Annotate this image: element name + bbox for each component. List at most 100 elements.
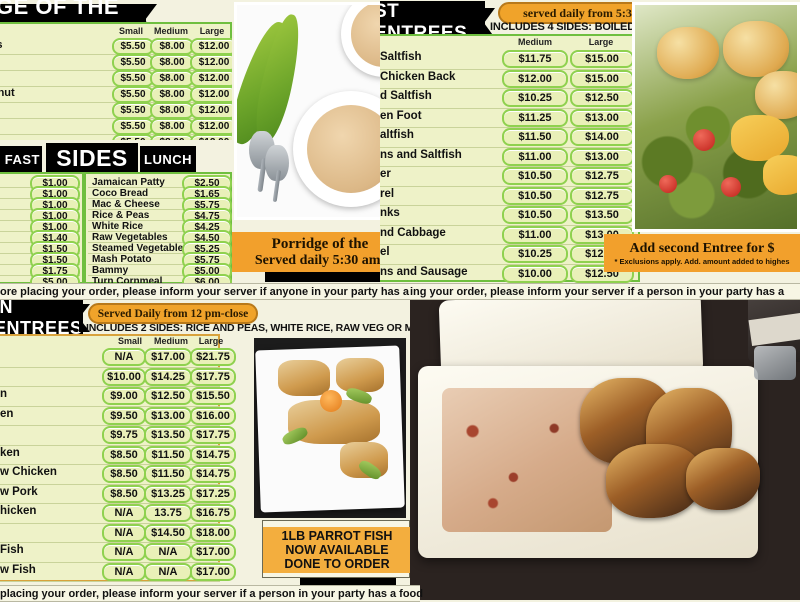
menu-item-name: Turn Cornmeal [92,276,163,287]
price-chip: $5.50 [112,70,154,87]
porridge-col-medium: Medium [153,26,188,36]
price-chip: $16.75 [190,504,236,522]
menu-row: w Fish N/A N/A $17.00 [0,562,236,582]
menu-row: Peanut $5.50$8.00$12.00 [0,86,232,103]
price-chip: $11.25 [502,108,568,127]
porridge-banner-shadow [265,272,385,282]
menu-item-name: Jamaican Patty [92,177,165,188]
price-chip: 13.75 [144,504,192,522]
menu-item-name: el [380,246,390,258]
price-chip: $10.50 [502,186,568,205]
main-col-large: Large [198,336,224,346]
porridge-of-the-day-banner: Porridge of the Served daily 5:30 am- [232,232,408,272]
price-chip: $11.50 [144,445,192,464]
price-chip: $13.50 [144,426,192,444]
price-chip: $8.00 [150,54,194,71]
porridge-col-small: Small [118,26,143,36]
menu-row: altfish $11.50 $14.00 [380,127,638,148]
menu-row: $5.50$8.00$12.00 [0,118,232,135]
price-chip: N/A [102,562,146,581]
menu-item-name: w Fish [0,563,36,576]
porridge-col-large: Large [199,26,225,36]
steamed-fish-plate-photo [254,338,406,518]
fried-dumpling-shape-3 [755,71,797,119]
price-chip: $12.75 [570,186,634,205]
price-chip: $11.75 [502,50,568,68]
main-col-small: Small [117,336,142,346]
breakfast-col-medium: Medium [517,37,552,47]
sides-lunch-rows: Jamaican Patty $2.50 Coco Bread $1.65 Mac & … [88,175,232,290]
price-chip: $13.00 [144,406,192,425]
menu-row: Chicken Back $12.00 $15.00 [380,69,638,89]
sides-lunch-label: LUNCH [144,151,192,167]
menu-item-name: Peanut [0,87,15,99]
porridge-of-the-day-section: GE OF THE DAY Small Medium Large Oats$5.… [0,0,232,148]
price-chip: $12.00 [190,118,232,135]
menu-row: w Chicken $8.50 $11.50 $14.75 [0,464,236,485]
breakfast-entree-rows: Saltfish $11.75 $15.00 Chicken Back $12.00 $1… [380,49,638,284]
price-chip: $10.00 [502,264,568,283]
porridge-photo [234,2,400,220]
fork-shape [754,346,796,380]
menu-item-name: ns and Saltfish [380,148,462,161]
price-chip: $13.00 [570,147,634,166]
price-chip: $10.00 [102,367,146,386]
menu-item-name: nd Cabbage [380,226,446,239]
menu-row: $5.50$8.00$12.00 [0,102,232,119]
menu-row: ns and Sausage $10.00 $12.50 [380,264,638,284]
menu-row: N/A $14.50 $18.00 [0,523,236,543]
sides-breakfast-rows: ng$1.00$1.00$1.00$1.00g$1.00s (4pc)$1.40… [0,175,80,290]
price-chip: $12.75 [570,167,634,185]
price-chip: N/A [102,504,146,522]
price-chip: $8.00 [150,86,194,103]
menu-item-name: Steamed Vegetables [92,243,189,254]
tomato-shape [693,129,715,151]
price-chip: $12.50 [570,264,634,283]
price-chip: $8.50 [102,445,146,464]
price-chip: $14.25 [144,367,192,386]
price-chip: $11.00 [502,147,568,166]
menu-item-name: ken [0,446,20,459]
menu-row: Saltfish $11.75 $15.00 [380,49,638,70]
add-second-entree-banner: Add second Entree for $ * Exclusions app… [604,234,800,272]
price-chip: $9.50 [102,406,146,425]
price-chip: $12.00 [502,69,568,88]
menu-row: en Foot $11.25 $13.00 [380,108,638,128]
porridge-banner-line1: Porridge of the [271,235,369,252]
price-chip: N/A [102,348,146,366]
menu-row: nd Cabbage $11.00 $13.00 [380,225,638,245]
price-chip: $8.00 [150,118,194,135]
menu-item-name: en Foot [380,109,422,122]
price-chip: $17.25 [190,484,236,503]
menu-item-name: rel [380,187,395,200]
main-served-pill: Served Daily from 12 pm-close [88,303,258,324]
ackee-shape [731,115,789,161]
price-chip: $11.50 [502,128,568,146]
price-chip: $11.50 [144,465,192,483]
breakfast-entrees-section: ST ENTREES served daily from 5:30 am INC… [380,0,800,292]
menu-row: en $9.50 $13.00 $16.00 [0,406,236,426]
allergy-warning-top-left: ore placing your order, please inform yo… [0,283,448,300]
add-second-entree-line2: * Exclusions apply. Add. amount added to… [614,256,790,266]
menu-item-name: w Chicken [0,466,57,478]
menu-item-name: nks [380,207,400,219]
menu-item-name: ns and Sausage [380,265,468,278]
menu-row: n $9.00 $12.50 $15.50 [0,386,236,407]
add-second-entree-line1: Add second Entree for $ [629,240,775,256]
breakfast-price-table: Medium Large Saltfish $11.75 $15.00 Chicken… [380,34,640,284]
price-chip: $17.00 [190,543,236,561]
menu-row: er $10.50 $12.75 [380,166,638,187]
menu-item-name: w Pork [0,485,38,498]
price-chip: $10.50 [502,167,568,185]
main-col-headers: Small Medium Large [110,336,228,348]
sides-breakfast-label: FAST [4,151,42,167]
allergy-warning-top-right-text: ing your order, please inform your serve… [410,285,785,298]
menu-row: N/A $17.00 $21.75 [0,347,236,368]
price-chip: $5.50 [112,38,154,55]
breakfast-col-headers: Medium Large [502,37,636,49]
menu-item-name: altfish [380,129,414,141]
price-chip: $12.00 [190,102,232,119]
price-chip: $12.00 [190,70,232,87]
price-chip: $13.00 [570,108,634,127]
jerk-chicken-piece-4 [686,448,760,510]
